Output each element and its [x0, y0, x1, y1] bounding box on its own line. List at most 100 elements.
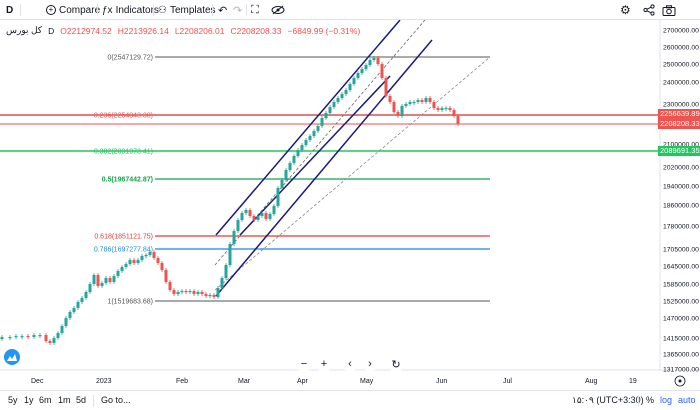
range-1y[interactable]: 1y: [24, 395, 34, 405]
price-axis-label: 2500000.00: [663, 62, 699, 69]
scroll-left-button[interactable]: ‹: [342, 356, 358, 372]
price-axis-label: 2400000.00: [663, 80, 699, 87]
candle-body: [392, 102, 396, 112]
channel-line-mid: [239, 75, 391, 236]
candle-body: [348, 84, 352, 90]
candle-body: [60, 326, 64, 333]
toolbar-divider: [212, 4, 213, 16]
channel-line-lower: [215, 39, 433, 297]
fib-label-0382: 0.382(2091973.41): [94, 149, 153, 156]
templates-label: Templates: [169, 4, 216, 16]
candle-body: [184, 291, 188, 293]
candle-body: [344, 90, 348, 94]
toolbar-divider: [20, 4, 21, 16]
candle-body: [308, 136, 312, 140]
hide-drawings-icon[interactable]: [271, 2, 285, 18]
time-label: Jul: [503, 378, 512, 385]
price-axis-label: 1525000.00: [663, 299, 699, 306]
fullscreen-icon[interactable]: ⛶: [251, 3, 259, 16]
range-5d[interactable]: 5d: [76, 395, 87, 405]
goto-button[interactable]: Go to...: [101, 395, 131, 405]
legend-interval: D: [48, 25, 55, 36]
candle-body: [96, 275, 100, 286]
time-label: Apr: [297, 378, 309, 385]
candle-body: [412, 102, 416, 104]
scroll-right-button[interactable]: ›: [362, 356, 378, 372]
candle-body: [168, 282, 172, 290]
bottom-toolbar: 5y 1y 6m 1m 5d Go to... ۱۵:۰۹ (UTC+3:30)…: [0, 390, 700, 410]
candle-body: [152, 252, 156, 258]
candle-body: [372, 58, 376, 60]
candle-body: [144, 255, 148, 257]
time-label: Feb: [176, 378, 188, 385]
range-6m[interactable]: 6m: [39, 395, 52, 405]
candle-body: [356, 73, 360, 78]
legend-title[interactable]: کل بورس: [6, 25, 43, 35]
candle-body: [244, 210, 248, 213]
redo-icon[interactable]: ↷: [233, 4, 243, 17]
time-label: Jun: [436, 378, 447, 385]
candle-body: [88, 284, 92, 292]
bottom-divider: [638, 395, 639, 407]
candle-body: [76, 302, 80, 308]
compare-button[interactable]: + Compare: [46, 2, 100, 18]
candle-body: [352, 78, 356, 84]
fib-retracement: 0(2547129.72) 0.236(2254843.38) 0.382(20…: [0, 55, 660, 306]
candle-body: [200, 292, 204, 294]
price-axis-label: 1860000.00: [663, 203, 699, 210]
share-icon[interactable]: [643, 2, 655, 18]
candle-body: [32, 335, 36, 337]
price-tag-last-close: 2208208.33: [658, 119, 700, 129]
zoom-in-button[interactable]: +: [316, 356, 332, 372]
compare-label: Compare: [59, 4, 101, 16]
auto-toggle[interactable]: auto: [678, 395, 696, 405]
zoom-out-button[interactable]: −: [296, 356, 312, 372]
price-axis-label: 1705000.00: [663, 247, 699, 254]
templates-button[interactable]: ⚇ Templates: [158, 2, 216, 18]
price-chart[interactable]: 0(2547129.72) 0.236(2254843.38) 0.382(20…: [0, 20, 700, 390]
fib-label-1: 1(1519683.68): [107, 299, 153, 306]
candle-body: [360, 69, 364, 73]
symbol-button[interactable]: D: [6, 4, 14, 16]
price-axis-label: 1645000.00: [663, 264, 699, 271]
time-label: 19: [629, 378, 637, 385]
candle-body: [324, 113, 328, 118]
candle-body: [276, 188, 280, 206]
candle-body: [44, 335, 48, 341]
log-toggle[interactable]: log: [660, 395, 673, 405]
settings-icon[interactable]: ⚙: [620, 3, 631, 17]
candle-body: [268, 214, 272, 219]
reset-chart-button[interactable]: ↻: [388, 356, 404, 372]
price-axis-label: 2020000.00: [663, 165, 699, 172]
price-axis-label: 1415000.00: [663, 336, 699, 343]
candle-body: [256, 216, 260, 220]
candle-body: [72, 308, 76, 312]
price-axis-label: 2600000.00: [663, 45, 699, 52]
plus-circle-icon: +: [46, 5, 56, 15]
undo-icon[interactable]: ↶: [218, 4, 228, 17]
camera-icon[interactable]: [662, 2, 676, 18]
legend-close: C2208208.33: [230, 25, 282, 36]
dashed-trendline-lower: [214, 56, 491, 291]
range-1m[interactable]: 1m: [58, 395, 71, 405]
candle-body: [176, 292, 180, 294]
range-5y[interactable]: 5y: [8, 395, 18, 405]
percent-toggle[interactable]: %: [646, 395, 655, 405]
candle-body: [376, 58, 380, 64]
candle-body: [100, 283, 104, 286]
candle-body: [288, 163, 292, 170]
fib-label-0618: 0.618(1851121.75): [94, 234, 153, 241]
candle-body: [364, 65, 368, 69]
clock-display[interactable]: ۱۵:۰۹ (UTC+3:30): [572, 395, 644, 405]
price-axis-label: 2700000.00: [663, 28, 699, 35]
candle-body: [424, 98, 428, 102]
top-toolbar: D + Compare ƒx Indicators ⚇ Templates ↶ …: [0, 0, 700, 20]
bottom-divider: [93, 395, 94, 407]
time-axis-labels: Dec 2023 Feb Mar Apr May Jun Jul Aug 19: [31, 378, 637, 385]
indicators-button[interactable]: ƒx Indicators: [102, 2, 159, 18]
candle-body: [112, 276, 116, 282]
tradingview-logo-icon[interactable]: [4, 349, 20, 365]
templates-icon: ⚇: [158, 4, 167, 16]
candle-body: [132, 260, 136, 263]
price-axis-label: 1317000.00: [663, 367, 699, 374]
